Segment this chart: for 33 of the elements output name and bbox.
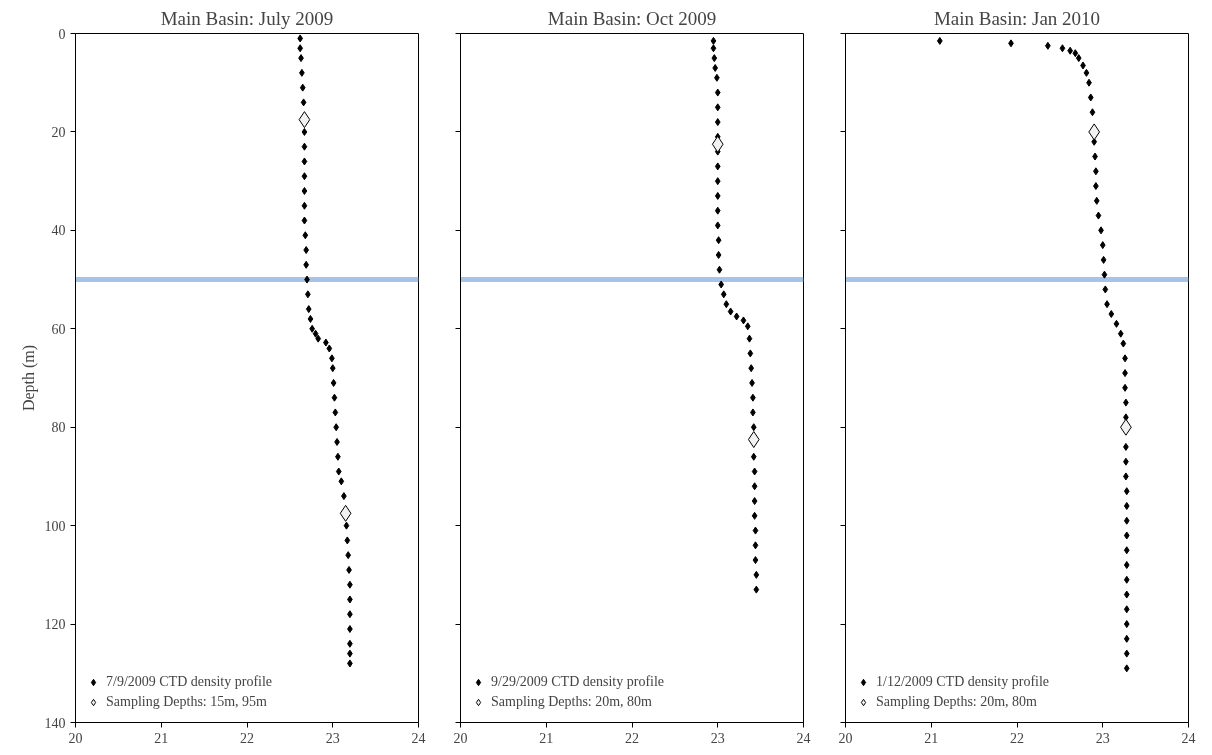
y-tick-label: 20 [51, 124, 66, 140]
chart-title: Main Basin: Jan 2010 [933, 7, 1101, 29]
legend-label: 1/12/2009 CTD density profile [876, 674, 1050, 690]
y-tick-label: 40 [51, 223, 66, 239]
x-tick-label: 21 [154, 730, 169, 746]
x-tick-label: 23 [325, 730, 340, 746]
legend-label: 7/9/2009 CTD density profile [106, 674, 273, 690]
x-tick-label: 24 [1181, 730, 1196, 746]
legend-label: 9/29/2009 CTD density profile [491, 674, 665, 690]
legend-label: Sampling Depths: 15m, 95m [106, 694, 267, 710]
x-tick-label: 22 [240, 730, 254, 746]
x-tick-label: 23 [710, 730, 725, 746]
x-tick-label: 24 [796, 730, 811, 746]
x-tick-label: 24 [411, 730, 426, 746]
y-axis-title: Depth (m) [19, 344, 38, 412]
chart-title: Main Basin: July 2009 [160, 7, 334, 29]
chart-title: Main Basin: Oct 2009 [547, 7, 717, 29]
y-tick-label: 60 [51, 321, 66, 337]
y-tick-label: 120 [44, 617, 66, 633]
legend-label: Sampling Depths: 20m, 80m [491, 694, 652, 710]
y-tick-label: 100 [44, 518, 66, 534]
x-tick-label: 20 [68, 730, 83, 746]
x-tick-label: 20 [453, 730, 468, 746]
legend-label: Sampling Depths: 20m, 80m [876, 694, 1037, 710]
y-tick-label: 140 [44, 715, 66, 731]
x-tick-label: 22 [625, 730, 639, 746]
y-tick-label: 0 [58, 26, 66, 42]
x-tick-label: 21 [924, 730, 939, 746]
x-tick-label: 23 [1095, 730, 1110, 746]
x-tick-label: 21 [539, 730, 554, 746]
x-tick-label: 20 [838, 730, 853, 746]
x-tick-label: 22 [1010, 730, 1024, 746]
y-tick-label: 80 [51, 420, 66, 436]
